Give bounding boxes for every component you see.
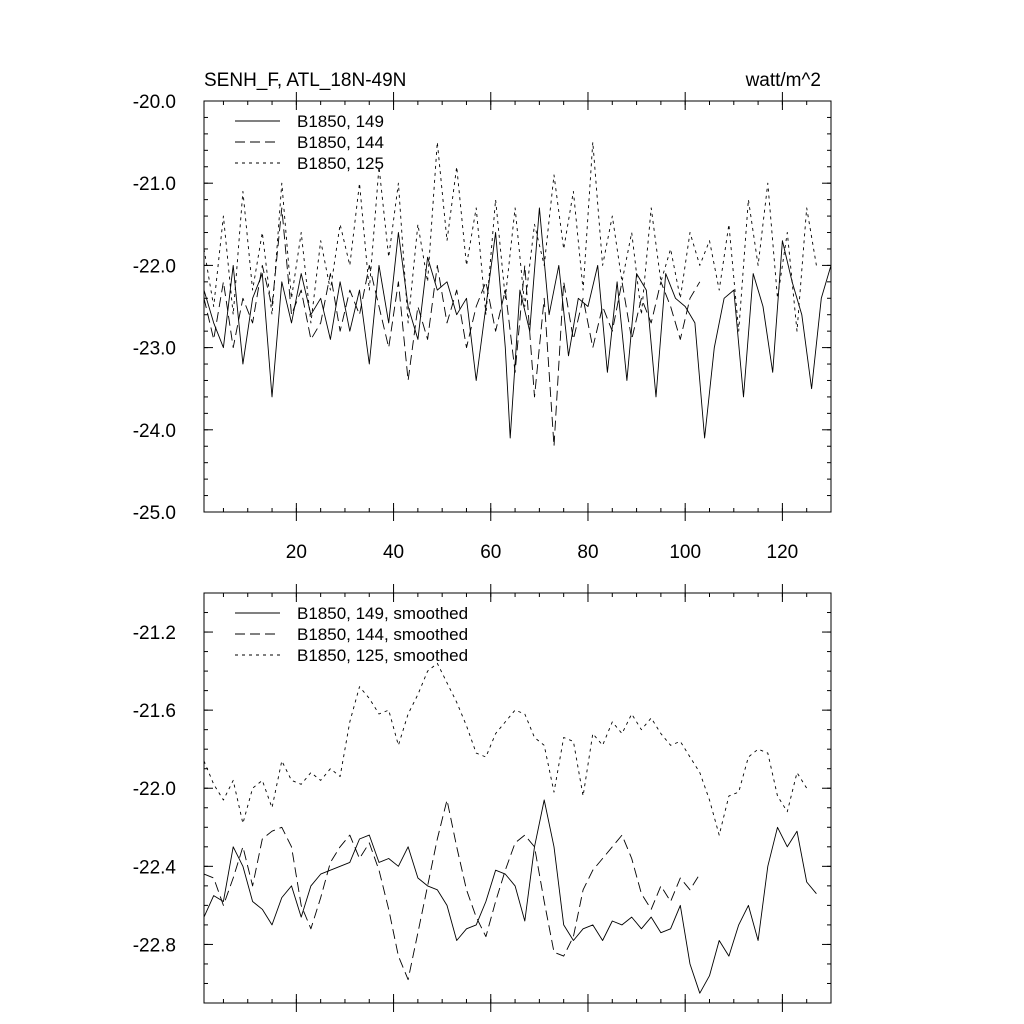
y-tick-label: -22.8 — [133, 935, 176, 956]
y-tick-label: -21.2 — [133, 623, 176, 644]
legend-label: B1850, 125, smoothed — [297, 646, 468, 665]
x-tick-label: 40 — [383, 542, 404, 563]
plot-frame — [203, 100, 832, 513]
y-tick-label: -20.0 — [133, 92, 176, 113]
legend-label: B1850, 125 — [297, 154, 384, 173]
series-line-1 — [203, 207, 832, 439]
x-tick-label: 80 — [577, 542, 598, 563]
x-tick-label: 120 — [767, 542, 799, 563]
legend-label: B1850, 144, smoothed — [297, 625, 468, 644]
y-tick-label: -22.0 — [133, 256, 176, 277]
series-line-1 — [203, 799, 817, 994]
y-tick-label: -22.4 — [133, 857, 177, 878]
legend-label: B1850, 144 — [297, 133, 384, 152]
legend-label: B1850, 149 — [297, 112, 384, 131]
y-tick-label: -22.0 — [133, 779, 176, 800]
y-tick-label: -23.0 — [133, 339, 176, 360]
legend-label: B1850, 149, smoothed — [297, 604, 468, 623]
series-line-3 — [203, 662, 808, 836]
y-tick-label: -25.0 — [133, 503, 176, 524]
chart-title: SENH_F, ATL_18N-49N — [204, 70, 406, 91]
chart-panel-1: -25.0 -24.0 -23.0 -22.0 -21.0 -20.0 20 40 60 80 10… — [133, 70, 832, 563]
series-line-2 — [203, 799, 701, 981]
chart-panel-2: -22.8 -22.4 -22.0 -21.6 -21.2 B1850, 149, smo… — [133, 584, 832, 1012]
series-line-2 — [203, 207, 701, 447]
y-tick-label: -24.0 — [133, 421, 176, 442]
units-label: watt/m^2 — [745, 70, 821, 91]
y-tick-label: -21.0 — [133, 174, 176, 195]
y-tick-label: -21.6 — [133, 701, 176, 722]
plot-frame — [203, 592, 832, 1004]
x-tick-label: 60 — [480, 542, 501, 563]
x-tick-label: 20 — [286, 542, 307, 563]
x-tick-label: 100 — [669, 542, 701, 563]
